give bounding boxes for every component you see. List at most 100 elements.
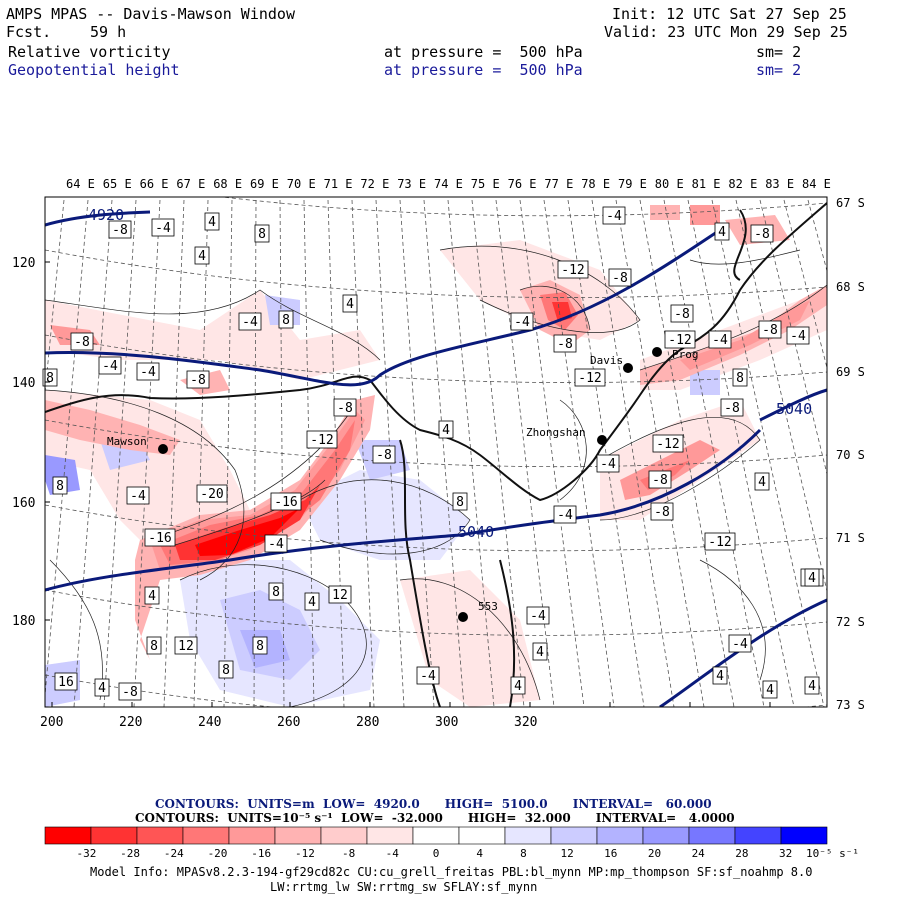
- colorbar-tick: -4: [386, 847, 400, 860]
- vorticity-label-box: [652, 434, 684, 453]
- vorticity-label: -8: [674, 307, 690, 322]
- vorticity-label-box: [704, 532, 736, 551]
- vorticity-label-box: [108, 220, 132, 239]
- geopotential-height-contours: [45, 210, 827, 707]
- vorticity-shading: [45, 205, 827, 707]
- left-tick-label: 120: [12, 256, 35, 271]
- vorticity-label-box: [526, 606, 550, 625]
- colorbar-swatch: [642, 826, 690, 845]
- field1-smoothing: sm= 2: [756, 43, 802, 61]
- station-marker: [652, 347, 662, 357]
- vorticity-label-box: [194, 246, 210, 265]
- vorticity-label-box: [270, 492, 302, 511]
- field2-name: Geopotential height: [8, 61, 180, 79]
- vorticity-label: 4: [536, 645, 544, 660]
- vorticity-label: -4: [155, 221, 171, 236]
- colorbar-swatch: [504, 826, 552, 845]
- bottom-tick-label: 280: [356, 715, 379, 730]
- colorbar: [44, 826, 828, 845]
- vorticity-label-box: [714, 222, 730, 241]
- vorticity-label: 12: [178, 639, 194, 654]
- vorticity-label: 4: [208, 215, 216, 230]
- longitude-label: 83 E: [765, 177, 794, 191]
- colorbar-tick: -8: [342, 847, 355, 860]
- height-contour-info: CONTOURS: UNITS=m LOW= 4920.0 HIGH= 5100…: [155, 797, 712, 811]
- model-info-line1: Model Info: MPASv8.2.3-194-gf29cd82c CU:…: [90, 865, 813, 879]
- axis-ticks: [45, 261, 771, 707]
- vorticity-label-box: [720, 398, 744, 417]
- latitude-label: 73 S: [836, 698, 865, 712]
- vorticity-label-box: [238, 312, 262, 331]
- vorticity-label: -4: [130, 489, 146, 504]
- longitude-label: 71 E: [324, 177, 353, 191]
- latitude-label: 71 S: [836, 531, 865, 545]
- field2-smoothing: sm= 2: [756, 61, 802, 79]
- vorticity-label-box: [174, 636, 198, 655]
- latitude-label: 68 S: [836, 280, 865, 294]
- colorbar-swatch: [182, 826, 230, 845]
- colorbar-tick: 16: [604, 847, 617, 860]
- longitude-label: 79 E: [618, 177, 647, 191]
- vorticity-label-box: [342, 294, 358, 313]
- vorticity-label: -16: [274, 495, 297, 510]
- vorticity-label: -12: [668, 333, 691, 348]
- colorbar-tick: 32: [779, 847, 792, 860]
- vorticity-label: -4: [102, 359, 118, 374]
- init-time: Init: 12 UTC Sat 27 Sep 25: [612, 5, 847, 23]
- colorbar-tick: -16: [251, 847, 271, 860]
- colorbar-tick: -20: [208, 847, 228, 860]
- vorticity-label: -8: [654, 505, 670, 520]
- vorticity-label-box: [532, 642, 548, 661]
- vorticity-label-box: [602, 206, 626, 225]
- vorticity-contours: [45, 245, 827, 707]
- station-marker: [597, 435, 607, 445]
- vorticity-label: -8: [190, 373, 206, 388]
- vorticity-label: -8: [74, 335, 90, 350]
- latitude-label: 70 S: [836, 448, 865, 462]
- longitude-label: 68 E: [213, 177, 242, 191]
- vorticity-label: -8: [337, 401, 353, 416]
- vorticity-label: 4: [198, 249, 206, 264]
- vorticity-label-box: [452, 492, 468, 511]
- vorticity-label: -8: [754, 227, 770, 242]
- colorbar-tick: -12: [295, 847, 315, 860]
- vorticity-label: -4: [606, 209, 622, 224]
- vorticity-label: 8: [150, 639, 158, 654]
- vorticity-label-box: [557, 260, 589, 279]
- vorticity-label-box: [252, 636, 268, 655]
- vorticity-label: -12: [561, 263, 584, 278]
- longitude-label: 82 E: [728, 177, 757, 191]
- station-name: Davis: [590, 354, 623, 367]
- colorbar-swatch: [780, 826, 828, 845]
- height-label: 5040: [776, 400, 812, 418]
- colorbar-swatch: [136, 826, 184, 845]
- longitude-label: 64 E: [66, 177, 95, 191]
- vorticity-label: -4: [557, 508, 573, 523]
- vorticity-label-box: [786, 326, 810, 345]
- longitude-label: 72 E: [360, 177, 389, 191]
- station-name: Mawson: [107, 435, 147, 448]
- height-label: 4920: [88, 206, 124, 224]
- vorticity-label-box: [372, 445, 396, 464]
- longitude-label: 69 E: [250, 177, 279, 191]
- vorticity-label: -4: [514, 315, 530, 330]
- colorbar-tick: 20: [648, 847, 661, 860]
- vorticity-label-box: [306, 430, 338, 449]
- left-tick-label: 180: [12, 614, 35, 629]
- longitude-label: 80 E: [655, 177, 684, 191]
- vorticity-label-box: [278, 310, 294, 329]
- map-frame: [44, 196, 828, 708]
- field2-level: at pressure = 500 hPa: [384, 61, 583, 79]
- vorticity-label: 8: [56, 479, 64, 494]
- vorticity-label: 4: [766, 683, 774, 698]
- vorticity-label-box: [648, 470, 672, 489]
- vorticity-label: 4: [442, 423, 450, 438]
- vorticity-label: -4: [140, 365, 156, 380]
- vorticity-label: -8: [112, 223, 128, 238]
- vorticity-label: 4: [716, 669, 724, 684]
- longitude-label: 65 E: [103, 177, 132, 191]
- vorticity-label-box: [596, 454, 620, 473]
- colorbar-swatch: [90, 826, 138, 845]
- vorticity-label-box: [328, 585, 352, 604]
- station-name: Zhongshan: [526, 426, 586, 439]
